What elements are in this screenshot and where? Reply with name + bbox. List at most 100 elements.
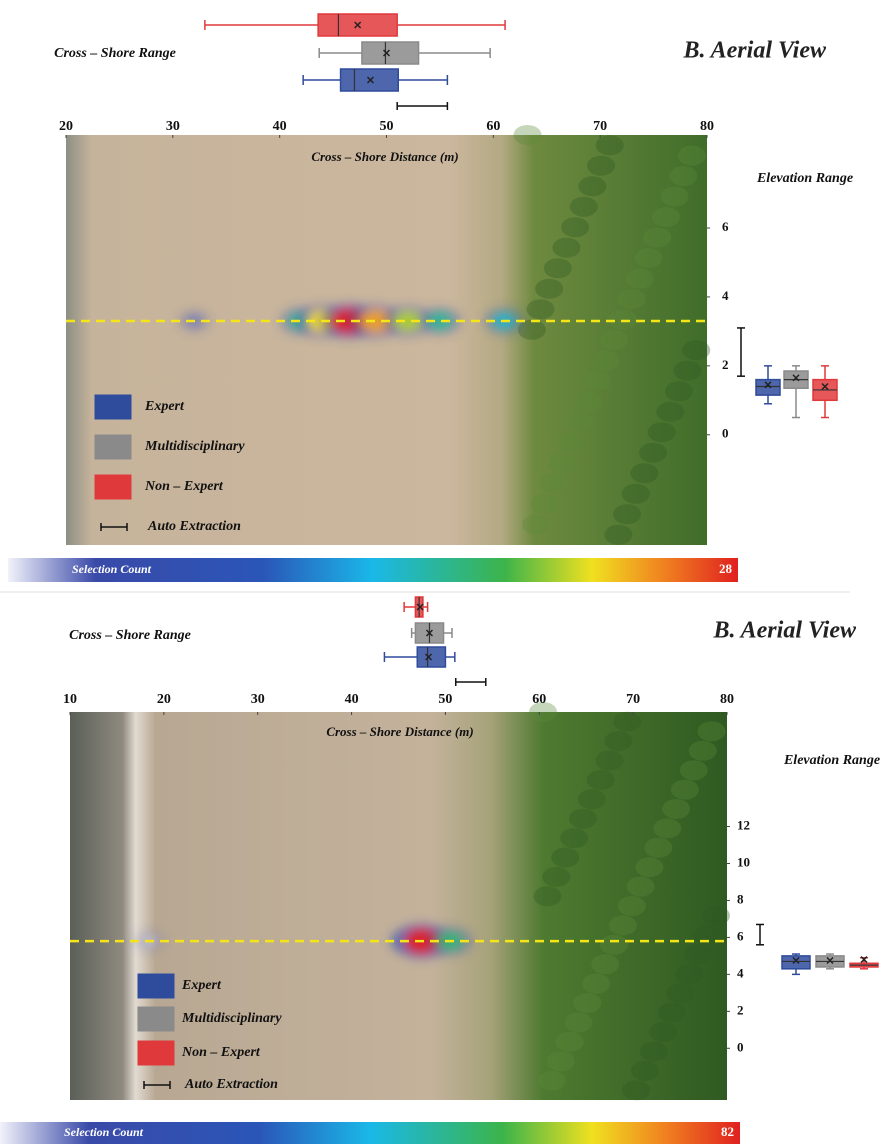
photo-texture [568, 808, 597, 829]
x-tick-label: 50 [438, 692, 452, 707]
y-tick-label: 12 [737, 818, 750, 833]
colorbar-max: 82 [721, 1124, 734, 1139]
photo-texture [630, 463, 659, 484]
heatmap [178, 303, 525, 340]
photo-texture [586, 769, 615, 790]
y-tick-label: 6 [722, 219, 729, 234]
photo-texture [556, 432, 585, 453]
y-tick-label: 10 [737, 854, 750, 869]
mean-marker [792, 956, 800, 965]
photo-texture [561, 217, 590, 238]
photo-texture [656, 401, 685, 422]
x-tick-label: 30 [251, 692, 265, 707]
mean-marker [860, 956, 868, 964]
photo-texture [529, 702, 558, 722]
photo-texture [651, 207, 680, 227]
x-axis-label: Cross – Shore Distance (m) [326, 724, 473, 739]
photo-texture [638, 442, 667, 463]
legend-label: Auto Extraction [147, 519, 241, 534]
photo-texture [657, 1002, 686, 1023]
legend-label: Multidisciplinary [181, 1011, 282, 1026]
photo-texture [574, 391, 603, 412]
photo-texture [582, 973, 611, 994]
box [361, 41, 420, 65]
photo-texture [539, 473, 568, 494]
x-tick-label: 40 [273, 119, 287, 134]
photo-texture [542, 866, 571, 887]
photo-texture [595, 135, 624, 156]
legend-label: Auto Extraction [184, 1077, 278, 1092]
photo-texture [635, 857, 664, 878]
photo-texture [530, 494, 559, 514]
y-tick-label: 8 [737, 891, 744, 906]
x-tick-label: 20 [157, 692, 171, 707]
x-tick-label: 50 [380, 119, 394, 134]
legend-label: Non – Expert [181, 1045, 261, 1060]
photo-texture [660, 186, 689, 207]
photo-texture [622, 1080, 651, 1101]
x-axis-label: Cross – Shore Distance (m) [311, 149, 458, 164]
x-tick-label: 70 [626, 692, 640, 707]
heat-core [393, 311, 423, 331]
photo-texture [552, 237, 581, 258]
box [416, 646, 447, 668]
x-tick-label: 20 [59, 119, 73, 134]
photo-texture [613, 711, 642, 732]
photo-texture [677, 145, 706, 166]
legend-label: Expert [144, 399, 185, 414]
photo-texture [653, 818, 682, 839]
photo-texture [617, 289, 646, 309]
x-tick-label: 80 [720, 692, 734, 707]
legend-swatch [94, 474, 132, 500]
photo-texture [673, 360, 702, 381]
panel-title: B. Aerial View [683, 38, 827, 64]
x-tick-label: 60 [486, 119, 500, 134]
x-tick-label: 40 [345, 692, 359, 707]
photo-texture [662, 799, 691, 819]
photo-texture [643, 227, 672, 248]
photo-texture [600, 330, 629, 350]
mean-marker [792, 374, 800, 382]
x-tick-label: 30 [166, 119, 180, 134]
elevation-label: Elevation Range [756, 171, 854, 186]
photo-texture [555, 1031, 584, 1052]
photo-texture [617, 896, 646, 916]
photo-texture [626, 876, 655, 897]
photo-texture [591, 350, 620, 371]
photo-texture [526, 299, 555, 320]
aerial-photo [70, 712, 727, 1100]
photo-texture [666, 983, 695, 1004]
photo-texture [675, 963, 704, 984]
colorbar [0, 1122, 740, 1144]
photo-texture [621, 483, 650, 504]
photo-texture [670, 779, 699, 800]
photo-texture [644, 837, 673, 858]
box [781, 955, 811, 970]
photo-texture [522, 514, 551, 535]
box [755, 378, 781, 396]
photo-texture [564, 1012, 593, 1033]
legend-swatch [137, 973, 175, 999]
photo-texture [604, 731, 633, 752]
photo-texture [537, 1070, 566, 1091]
photo-texture [599, 934, 628, 955]
legend-label: Expert [181, 978, 222, 993]
mean-marker [416, 603, 424, 611]
photo-texture [684, 944, 713, 965]
y-tick-label: 2 [722, 357, 729, 372]
colorbar-max: 28 [719, 561, 733, 576]
colorbar-label: Selection Count [72, 562, 152, 576]
legend-swatch [94, 394, 132, 420]
photo-texture [582, 371, 611, 391]
photo-texture [573, 993, 602, 1013]
legend-auto-symbol [100, 523, 128, 531]
x-tick-label: 70 [593, 119, 607, 134]
x-tick-label: 60 [532, 692, 546, 707]
photo-texture [669, 166, 698, 186]
photo-texture [551, 847, 580, 868]
photo-texture [647, 422, 676, 443]
x-tick-label: 80 [700, 119, 714, 134]
photo-texture [595, 750, 624, 771]
